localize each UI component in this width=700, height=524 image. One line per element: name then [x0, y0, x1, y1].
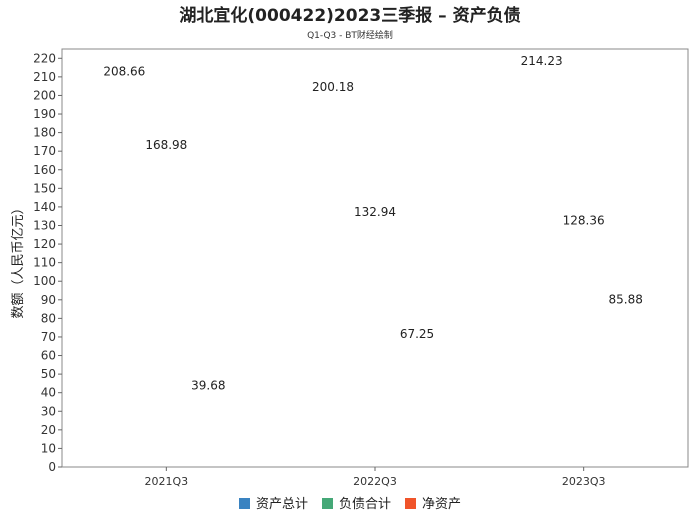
y-tick-label-20: 20 — [41, 423, 56, 437]
y-tick-label-130: 130 — [33, 218, 56, 232]
x-axis-ticks: 2021Q3 2022Q3 2023Q3 — [145, 467, 606, 488]
x-tick-label-2023Q3: 2023Q3 — [562, 475, 606, 488]
y-tick-label-140: 140 — [33, 200, 56, 214]
legend-item-净资产: 净资产 — [405, 497, 461, 512]
data-label-2022Q3-负债合计: 132.94 — [354, 205, 396, 219]
legend-swatch-净资产 — [405, 498, 416, 509]
data-label-2023Q3-净资产: 85.88 — [608, 292, 642, 306]
chart-title: 湖北宜化(000422)2023三季报 – 资产负债 — [179, 5, 520, 26]
x-tick-label-2022Q3: 2022Q3 — [353, 475, 397, 488]
y-tick-label-70: 70 — [41, 330, 56, 344]
y-tick-label-100: 100 — [33, 274, 56, 288]
legend-item-资产总计: 资产总计 — [239, 497, 308, 512]
y-tick-label-80: 80 — [41, 311, 56, 325]
y-tick-label-190: 190 — [33, 107, 56, 121]
legend-swatch-资产总计 — [239, 498, 250, 509]
y-tick-label-30: 30 — [41, 404, 56, 418]
data-label-2023Q3-资产总计: 214.23 — [521, 54, 563, 68]
chart-subtitle: Q1-Q3 - BT财经绘制 — [307, 29, 393, 41]
data-label-2021Q3-净资产: 39.68 — [191, 378, 225, 392]
y-tick-label-200: 200 — [33, 88, 56, 102]
y-tick-label-40: 40 — [41, 386, 56, 400]
y-tick-label-220: 220 — [33, 51, 56, 65]
data-label-2022Q3-资产总计: 200.18 — [312, 80, 354, 94]
y-tick-label-120: 120 — [33, 237, 56, 251]
x-tick-label-2021Q3: 2021Q3 — [145, 475, 189, 488]
axes — [61, 48, 689, 468]
data-labels: 208.66 168.98 39.68 200.18 132.94 67.25 214.23… — [103, 54, 643, 392]
y-tick-label-90: 90 — [41, 293, 56, 307]
y-tick-label-110: 110 — [33, 256, 56, 270]
y-tick-label-150: 150 — [33, 181, 56, 195]
y-tick-label-0: 0 — [48, 460, 56, 474]
y-tick-label-10: 10 — [41, 441, 56, 455]
y-tick-label-60: 60 — [41, 349, 56, 363]
legend-swatch-负债合计 — [322, 498, 333, 509]
y-tick-label-160: 160 — [33, 163, 56, 177]
y-tick-label-50: 50 — [41, 367, 56, 381]
plot-frame — [61, 48, 689, 468]
y-axis-label: 数额（人民币亿元） — [11, 201, 26, 318]
y-tick-label-180: 180 — [33, 126, 56, 140]
y-axis-ticks: 0 10 20 30 40 50 60 70 80 90 100 110 120 130 140 150 160… — [33, 51, 62, 474]
legend-label-负债合计: 负债合计 — [339, 497, 391, 512]
data-label-2023Q3-负债合计: 128.36 — [563, 214, 605, 228]
data-label-2022Q3-净资产: 67.25 — [400, 327, 434, 341]
data-label-2021Q3-负债合计: 168.98 — [145, 138, 187, 152]
legend-label-净资产: 净资产 — [422, 497, 461, 512]
data-label-2021Q3-资产总计: 208.66 — [103, 64, 145, 78]
y-tick-label-210: 210 — [33, 70, 56, 84]
legend-label-资产总计: 资产总计 — [256, 497, 308, 512]
y-tick-label-170: 170 — [33, 144, 56, 158]
legend: 资产总计 负债合计 净资产 — [239, 497, 461, 512]
legend-item-负债合计: 负债合计 — [322, 497, 391, 512]
